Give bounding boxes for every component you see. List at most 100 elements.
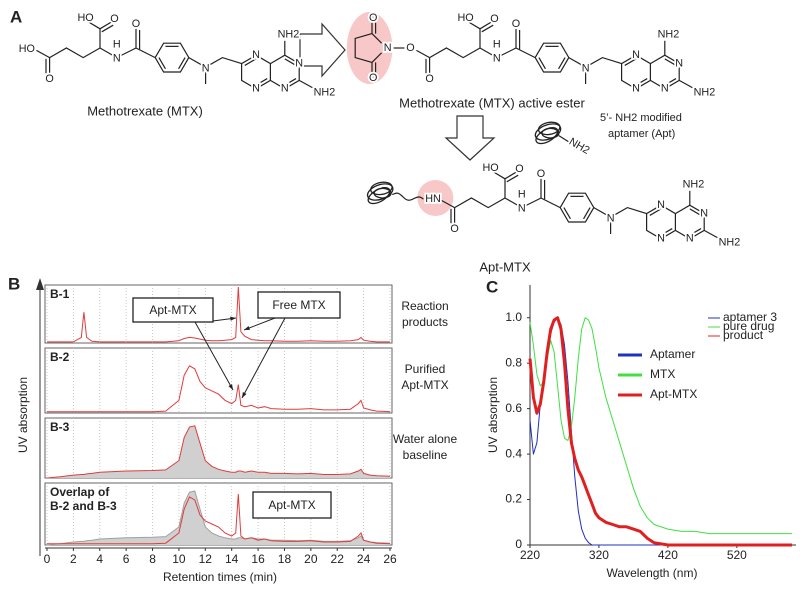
atom-label: N xyxy=(657,233,665,245)
atom-label: N xyxy=(657,199,665,211)
subpanel-note: Purified xyxy=(405,362,446,376)
x-tick-label: 4 xyxy=(96,552,103,566)
bond xyxy=(479,21,493,30)
atom-label: N xyxy=(295,57,303,69)
atom-label: O xyxy=(515,163,523,175)
bond xyxy=(504,171,518,180)
aptamer-icon xyxy=(373,187,392,199)
trace xyxy=(47,365,391,413)
bond xyxy=(593,206,647,218)
y-axis-title: UV absorption xyxy=(486,377,500,453)
caption: Apt-MTX xyxy=(479,259,531,274)
inset-legend-label: aptamer 3 xyxy=(723,310,777,324)
x-axis-title: Wavelength (nm) xyxy=(607,566,698,580)
atom-label: HO xyxy=(19,43,35,55)
bond xyxy=(255,78,268,86)
callout-label: Free MTX xyxy=(272,298,325,312)
aptamer-icon xyxy=(537,121,561,136)
bond xyxy=(49,47,101,59)
atom-label: O xyxy=(369,72,377,84)
atom-label: NH2 xyxy=(567,136,592,157)
atom-label: N xyxy=(700,207,708,219)
atom-label: H xyxy=(518,188,526,200)
atom-label: NH2 xyxy=(314,86,336,98)
bond xyxy=(664,58,677,66)
atom-label: O xyxy=(45,73,53,85)
atom-label: HO xyxy=(77,12,93,24)
subpanel-note: Water alone xyxy=(393,432,458,446)
subpanel-frame xyxy=(44,417,393,479)
subpanel-frame xyxy=(44,347,393,414)
bond xyxy=(241,54,272,90)
spectrum xyxy=(529,317,792,535)
callout-box xyxy=(257,291,341,319)
arrow-head xyxy=(230,316,236,321)
x-tick-label: 24 xyxy=(357,552,371,566)
atom-label: HN xyxy=(425,193,441,205)
bond xyxy=(624,58,637,66)
bond xyxy=(154,42,190,73)
bond xyxy=(568,56,622,68)
bond xyxy=(481,24,494,33)
bond xyxy=(650,54,680,90)
atom-label: N xyxy=(632,49,640,61)
atom-label: NH2 xyxy=(683,179,705,191)
x-tick-label: 14 xyxy=(225,552,239,566)
bond xyxy=(467,21,481,30)
bond xyxy=(675,204,705,240)
atom-label: NH2 xyxy=(719,236,741,248)
x-tick-label: 0 xyxy=(44,552,51,566)
callout-label: Apt-MTX xyxy=(268,498,315,512)
bond xyxy=(678,79,693,89)
atom-label: NH2 xyxy=(694,86,716,98)
bond xyxy=(703,229,718,239)
caption: Methotrexate (MTX) xyxy=(87,103,203,118)
bond xyxy=(559,192,595,223)
x-tick-label: 320 xyxy=(589,548,609,562)
bond xyxy=(563,207,571,220)
subpanel-note: Apt-MTX xyxy=(401,378,448,392)
inset-legend-label: product xyxy=(723,328,764,342)
aptamer-icon xyxy=(367,187,391,205)
subpanel-label: B-1 xyxy=(50,287,70,301)
y-tick-label: 1.0 xyxy=(505,310,522,324)
linker xyxy=(392,192,424,201)
y-axis-title: UV absorption xyxy=(16,377,30,453)
area xyxy=(47,425,390,478)
trace xyxy=(46,425,391,479)
atom-label: O xyxy=(132,18,140,30)
subpanel-label: B-3 xyxy=(50,420,70,434)
atom-label: O xyxy=(425,73,433,85)
x-axis-title: Retention times (min) xyxy=(163,570,277,584)
subpanel-label: B-2 and B-3 xyxy=(50,499,117,513)
bond xyxy=(244,58,257,66)
atom-label: N xyxy=(686,233,694,245)
atom-label: NH2 xyxy=(658,29,680,41)
atom-label: O xyxy=(406,42,414,54)
atom-label: N xyxy=(252,49,260,61)
atom-label: O xyxy=(110,13,118,25)
atom-label: N xyxy=(518,203,526,215)
bond xyxy=(492,171,506,180)
x-tick-label: 520 xyxy=(727,548,747,562)
y-tick-label: 0 xyxy=(515,537,522,551)
x-tick-label: 8 xyxy=(149,552,156,566)
aptamer-icon xyxy=(541,127,560,139)
bond xyxy=(454,197,506,209)
subpanel-label: Overlap of xyxy=(50,485,110,499)
highlight xyxy=(417,180,454,216)
x-tick-label: 18 xyxy=(278,552,292,566)
subpanel-frame xyxy=(44,482,393,546)
x-tick-label: 2 xyxy=(70,552,77,566)
atom-label: O xyxy=(490,13,498,25)
bond xyxy=(534,42,570,73)
panel-letter: B xyxy=(8,274,20,293)
trace xyxy=(47,286,390,343)
callout-box xyxy=(252,491,332,519)
atom-label: O xyxy=(369,12,377,24)
bond xyxy=(298,79,313,89)
x-tick-label: 10 xyxy=(172,552,186,566)
callout-label: Apt-MTX xyxy=(149,303,196,317)
